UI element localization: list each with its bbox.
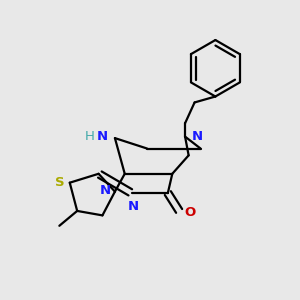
Text: N: N: [128, 200, 139, 213]
Text: H: H: [85, 130, 95, 143]
Text: N: N: [99, 184, 110, 196]
Text: S: S: [55, 176, 64, 189]
Text: O: O: [184, 206, 196, 219]
Text: N: N: [96, 130, 107, 143]
Text: N: N: [192, 130, 203, 142]
